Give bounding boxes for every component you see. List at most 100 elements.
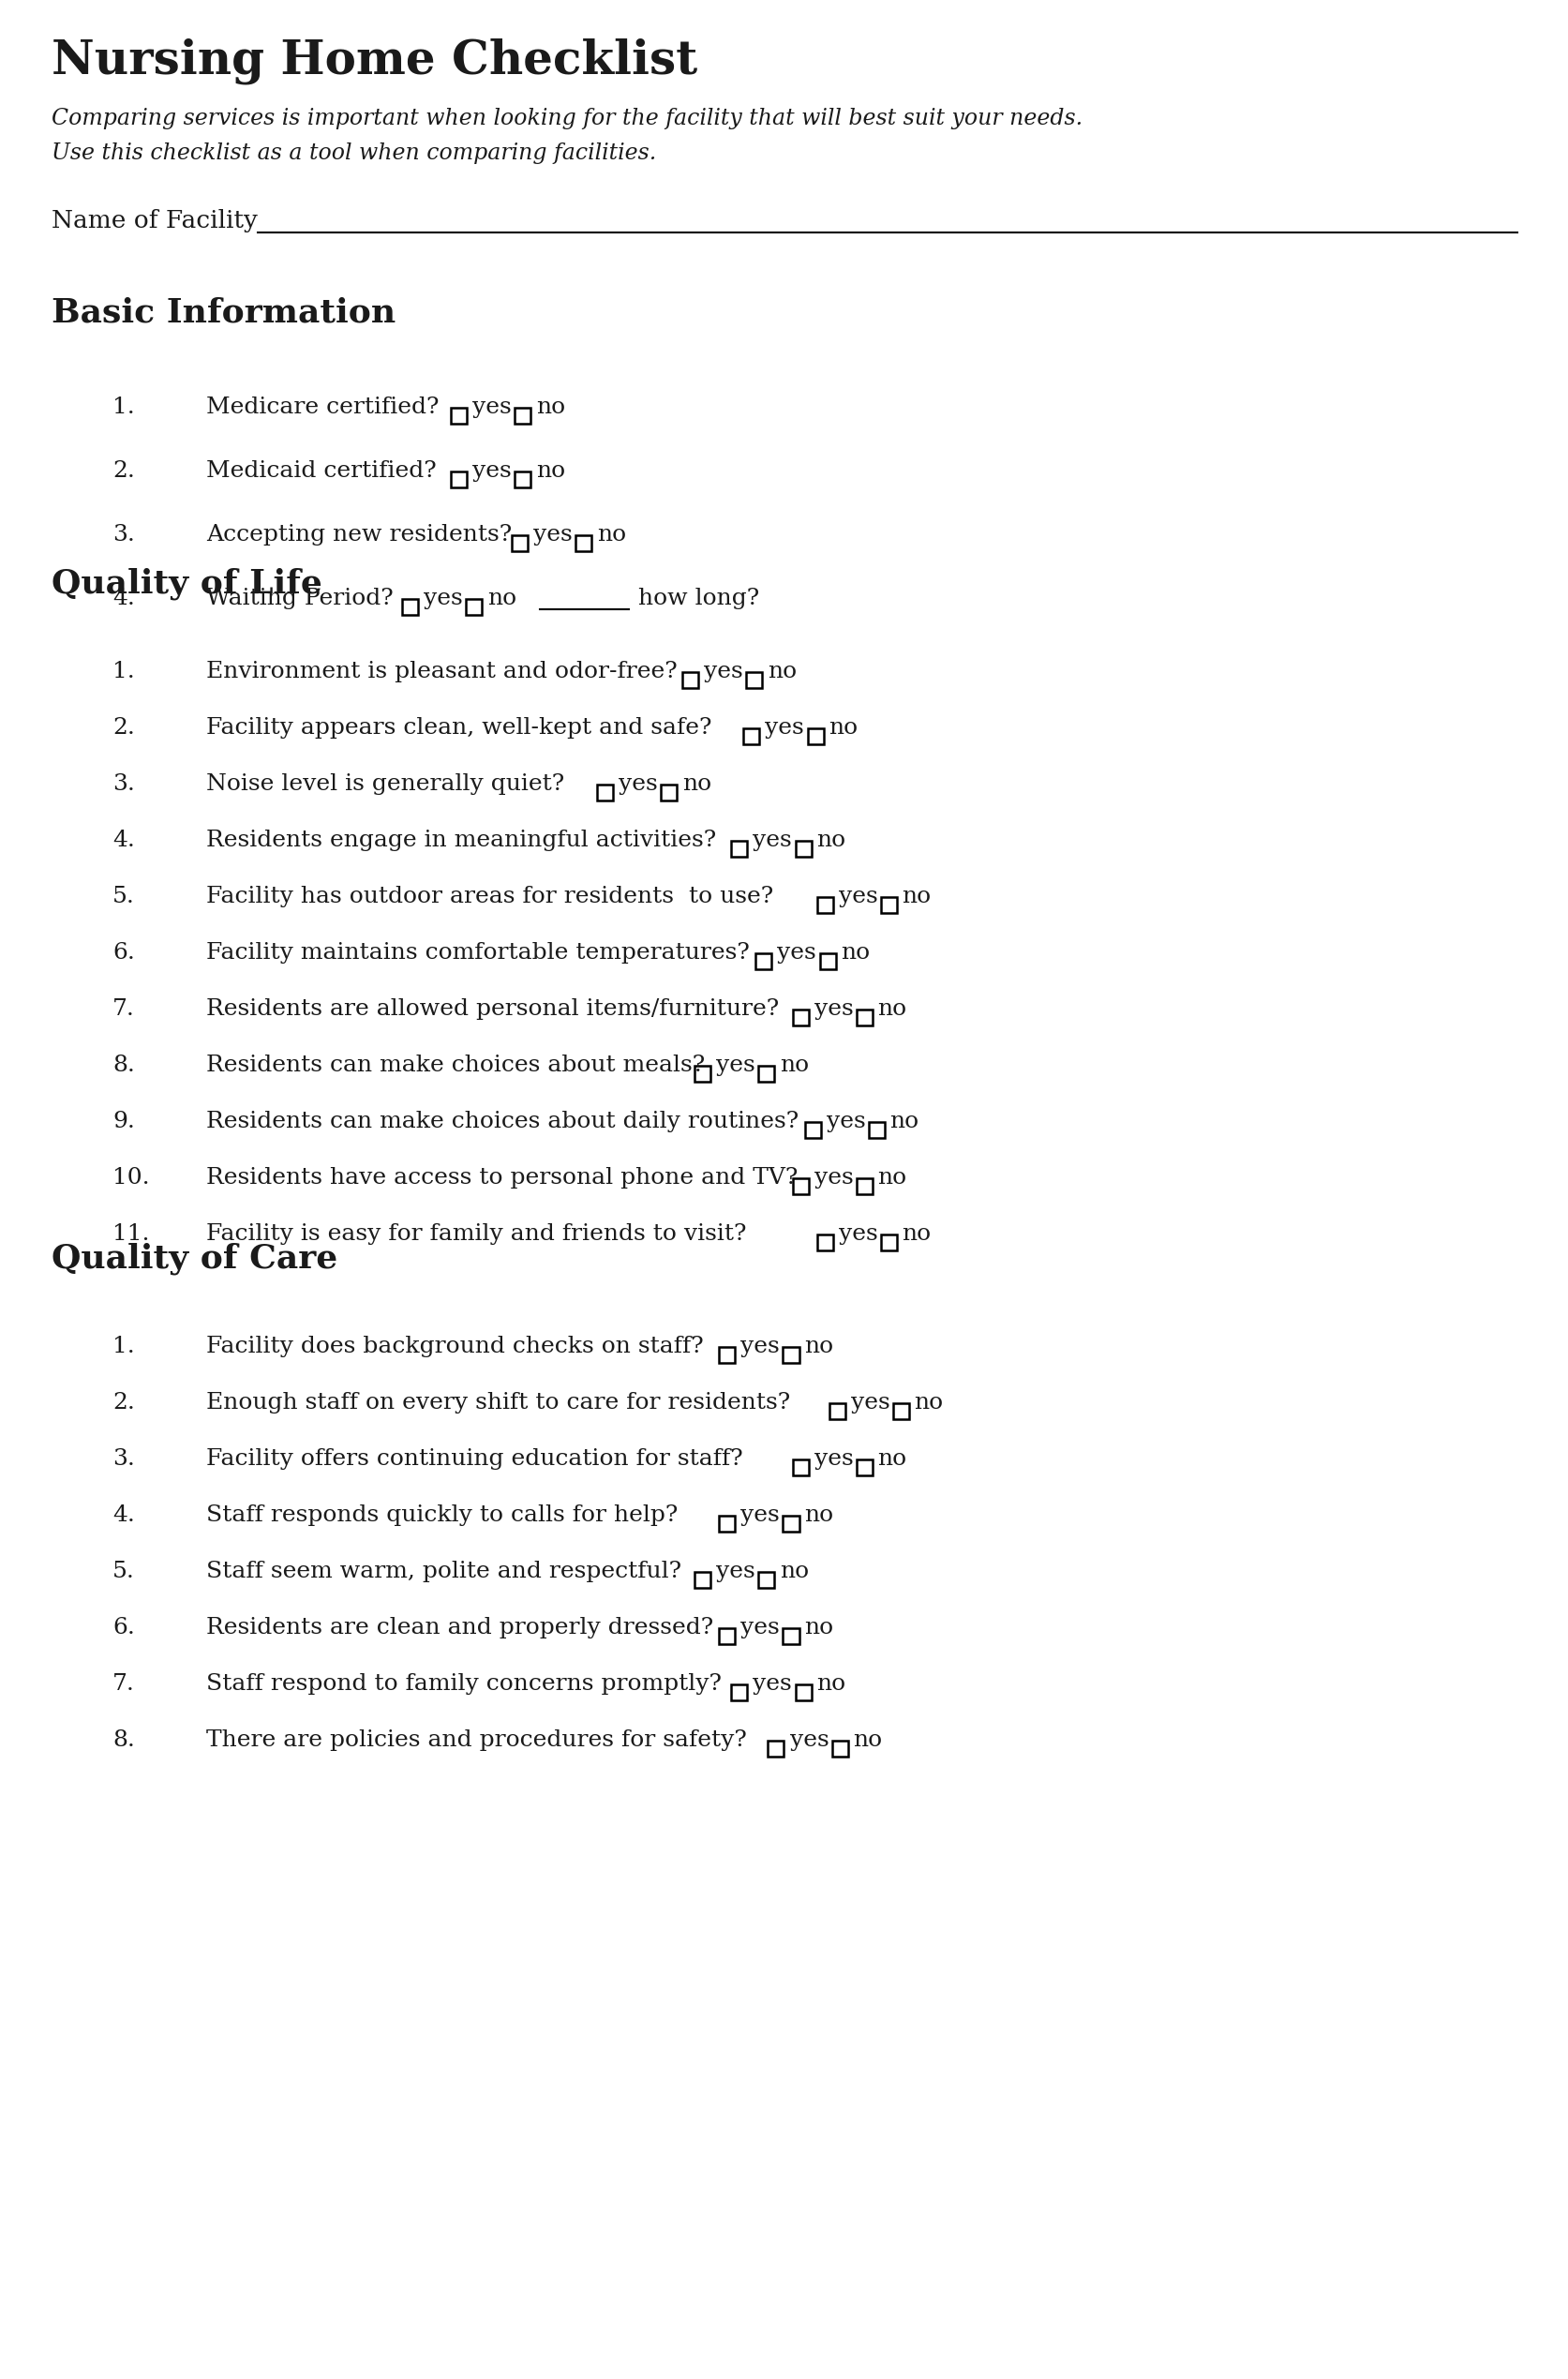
Bar <box>514 407 530 423</box>
Text: Staff seem warm, polite and respectful?: Staff seem warm, polite and respectful? <box>207 1561 681 1582</box>
Bar <box>808 728 823 745</box>
Text: no: no <box>488 588 516 609</box>
Text: no: no <box>804 1335 833 1358</box>
Text: yes: yes <box>753 830 792 852</box>
Bar <box>718 1515 735 1532</box>
Text: how long?: how long? <box>638 588 759 609</box>
Text: Use this checklist as a tool when comparing facilities.: Use this checklist as a tool when compar… <box>52 143 655 164</box>
Text: 8.: 8. <box>113 1730 135 1751</box>
Bar <box>856 1461 872 1475</box>
Text: 4.: 4. <box>113 588 135 609</box>
Bar <box>731 1684 746 1701</box>
Text: yes: yes <box>814 1449 853 1470</box>
Text: 4.: 4. <box>113 1504 135 1525</box>
Text: yes: yes <box>717 1561 756 1582</box>
Bar <box>782 1627 798 1644</box>
Bar <box>695 1066 710 1082</box>
Text: Facility is easy for family and friends to visit?: Facility is easy for family and friends … <box>207 1223 746 1244</box>
Text: Staff respond to family concerns promptly?: Staff respond to family concerns promptl… <box>207 1672 721 1694</box>
Bar <box>756 954 771 968</box>
Text: no: no <box>804 1618 833 1639</box>
Text: Residents can make choices about daily routines?: Residents can make choices about daily r… <box>207 1111 798 1132</box>
Text: no: no <box>902 1223 931 1244</box>
Text: yes: yes <box>850 1392 889 1413</box>
Text: Staff responds quickly to calls for help?: Staff responds quickly to calls for help… <box>207 1504 677 1525</box>
Text: no: no <box>597 523 626 545</box>
Text: no: no <box>817 1672 845 1694</box>
Text: yes: yes <box>717 1054 756 1075</box>
Bar <box>817 897 833 914</box>
Text: 3.: 3. <box>113 1449 135 1470</box>
Text: no: no <box>914 1392 942 1413</box>
Text: yes: yes <box>740 1618 779 1639</box>
Text: Facility does background checks on staff?: Facility does background checks on staff… <box>207 1335 704 1358</box>
Text: no: no <box>817 830 845 852</box>
Bar <box>782 1347 798 1363</box>
Bar <box>682 673 698 688</box>
Text: no: no <box>536 397 564 419</box>
Text: 3.: 3. <box>113 773 135 795</box>
Bar <box>514 471 530 488</box>
Text: yes: yes <box>619 773 657 795</box>
Bar <box>831 1741 847 1756</box>
Text: Medicare certified?: Medicare certified? <box>207 397 439 419</box>
Bar <box>759 1573 775 1589</box>
Text: Residents are clean and properly dressed?: Residents are clean and properly dressed… <box>207 1618 713 1639</box>
Bar <box>759 1066 775 1082</box>
Text: no: no <box>804 1504 833 1525</box>
Bar <box>452 471 467 488</box>
Text: yes: yes <box>533 523 572 545</box>
Bar <box>795 842 811 856</box>
Bar <box>401 600 419 616</box>
Text: 3.: 3. <box>113 523 135 545</box>
Bar <box>892 1404 908 1420</box>
Bar <box>856 1178 872 1194</box>
Bar <box>880 897 895 914</box>
Text: 4.: 4. <box>113 830 135 852</box>
Bar <box>511 535 528 552</box>
Text: yes: yes <box>472 397 511 419</box>
Text: yes: yes <box>778 942 815 963</box>
Bar <box>792 1461 808 1475</box>
Text: Medicaid certified?: Medicaid certified? <box>207 459 436 483</box>
Bar <box>856 1009 872 1025</box>
Bar <box>817 1235 833 1251</box>
Text: yes: yes <box>826 1111 866 1132</box>
Text: 2.: 2. <box>113 459 135 483</box>
Text: 7.: 7. <box>113 1672 135 1694</box>
Bar <box>597 785 613 802</box>
Bar <box>660 785 677 802</box>
Bar <box>828 1404 845 1420</box>
Bar <box>804 1123 820 1137</box>
Text: 6.: 6. <box>113 1618 135 1639</box>
Text: no: no <box>902 885 931 906</box>
Bar <box>718 1347 735 1363</box>
Bar <box>818 954 836 968</box>
Text: Nursing Home Checklist: Nursing Home Checklist <box>52 38 698 83</box>
Text: no: no <box>840 942 870 963</box>
Text: 9.: 9. <box>113 1111 135 1132</box>
Bar <box>452 407 467 423</box>
Text: yes: yes <box>472 459 511 483</box>
Text: 1.: 1. <box>113 1335 135 1358</box>
Text: Name of Facility: Name of Facility <box>52 209 257 233</box>
Text: Accepting new residents?: Accepting new residents? <box>207 523 511 545</box>
Bar <box>867 1123 884 1137</box>
Text: no: no <box>828 716 858 737</box>
Text: Facility offers continuing education for staff?: Facility offers continuing education for… <box>207 1449 743 1470</box>
Text: yes: yes <box>789 1730 828 1751</box>
Text: yes: yes <box>814 999 853 1021</box>
Text: no: no <box>779 1054 809 1075</box>
Text: Quality of Care: Quality of Care <box>52 1242 337 1275</box>
Text: no: no <box>853 1730 883 1751</box>
Text: no: no <box>682 773 712 795</box>
Text: yes: yes <box>740 1504 779 1525</box>
Bar <box>880 1235 895 1251</box>
Bar <box>768 1741 784 1756</box>
Text: yes: yes <box>765 716 804 737</box>
Text: 2.: 2. <box>113 716 135 737</box>
Text: 5.: 5. <box>113 885 135 906</box>
Bar <box>743 728 759 745</box>
Text: yes: yes <box>423 588 463 609</box>
Text: Facility maintains comfortable temperatures?: Facility maintains comfortable temperatu… <box>207 942 750 963</box>
